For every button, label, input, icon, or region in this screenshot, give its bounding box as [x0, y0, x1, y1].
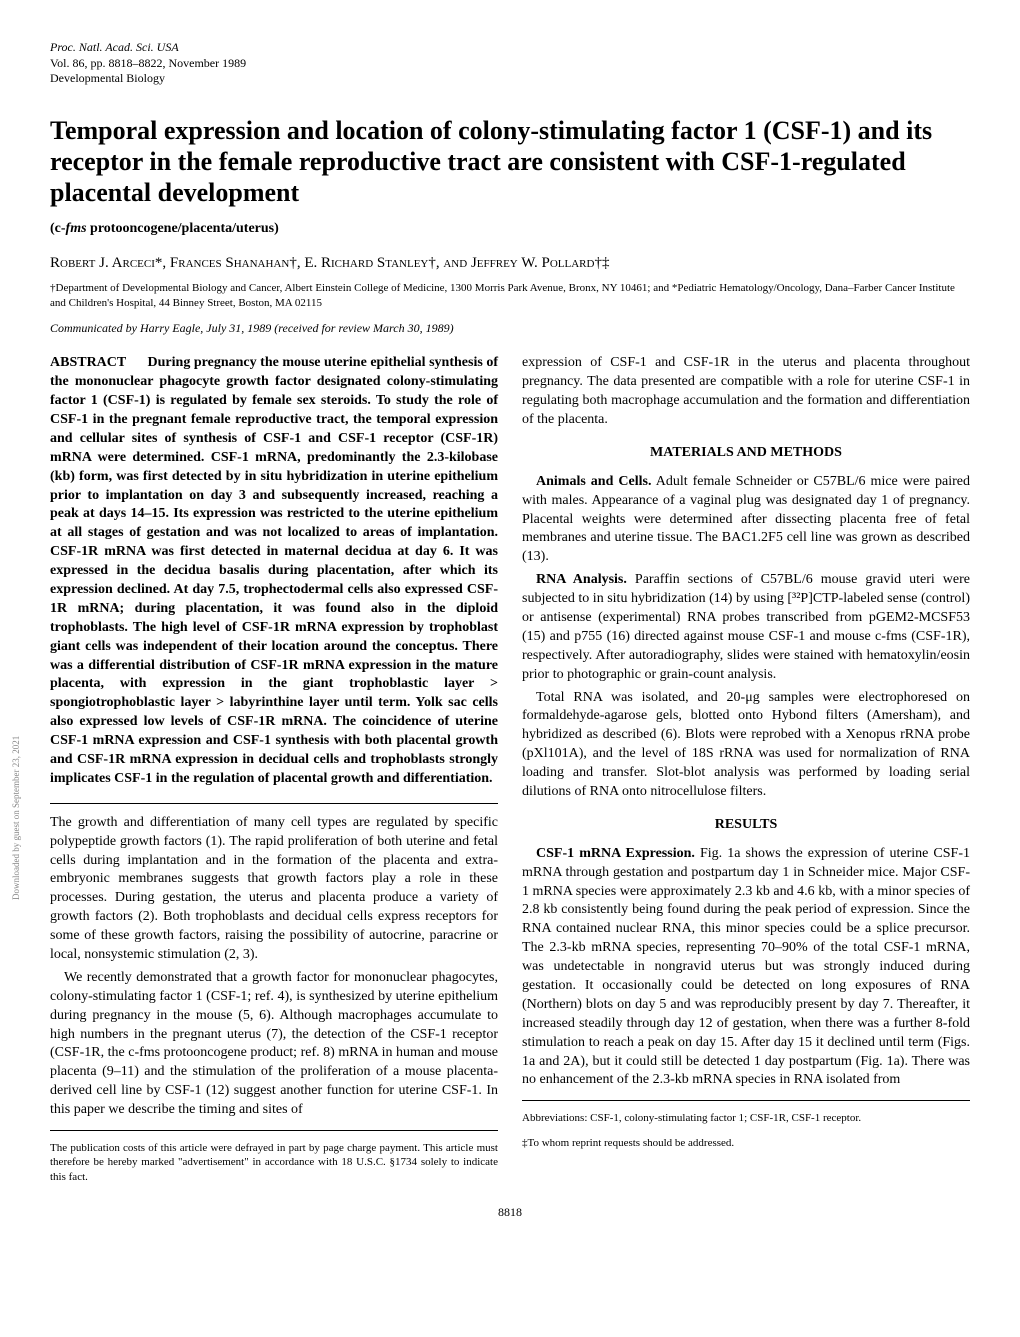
- page-number: 8818: [50, 1204, 970, 1220]
- abstract-text: During pregnancy the mouse uterine epith…: [50, 355, 498, 786]
- methods-heading: MATERIALS AND METHODS: [522, 444, 970, 463]
- methods-p1-label: Animals and Cells.: [536, 474, 651, 489]
- methods-paragraph-1: Animals and Cells. Adult female Schneide…: [522, 473, 970, 567]
- journal-name: Proc. Natl. Acad. Sci. USA: [50, 40, 970, 56]
- communicated-by: Communicated by Harry Eagle, July 31, 19…: [50, 320, 970, 336]
- publication-cost-footnote: The publication costs of this article we…: [50, 1141, 498, 1184]
- journal-section: Developmental Biology: [50, 71, 970, 87]
- abstract-label: ABSTRACT: [50, 355, 126, 370]
- article-title: Temporal expression and location of colo…: [50, 115, 970, 209]
- results-paragraph-1: CSF-1 mRNA Expression. Fig. 1a shows the…: [522, 845, 970, 1091]
- left-column: ABSTRACT During pregnancy the mouse uter…: [50, 354, 498, 1184]
- intro-paragraph-2: We recently demonstrated that a growth f…: [50, 969, 498, 1120]
- journal-header: Proc. Natl. Acad. Sci. USA Vol. 86, pp. …: [50, 40, 970, 87]
- download-watermark: Downloaded by guest on September 23, 202…: [10, 736, 22, 900]
- abbreviations-footnote: Abbreviations: CSF-1, colony-stimulating…: [522, 1111, 970, 1125]
- footnote-separator-right: [522, 1100, 970, 1101]
- abstract-separator: [50, 803, 498, 804]
- results-heading: RESULTS: [522, 816, 970, 835]
- methods-p2-label: RNA Analysis.: [536, 572, 627, 587]
- results-p1-label: CSF-1 mRNA Expression.: [536, 846, 695, 861]
- intro-continued: expression of CSF-1 and CSF-1R in the ut…: [522, 354, 970, 430]
- correspondence-footnote: ‡To whom reprint requests should be addr…: [522, 1136, 970, 1150]
- methods-paragraph-2: RNA Analysis. Paraffin sections of C57BL…: [522, 571, 970, 684]
- results-p1-text: Fig. 1a shows the expression of uterine …: [522, 846, 970, 1088]
- article-subtitle: (c-fms protooncogene/placenta/uterus): [50, 220, 970, 239]
- authors-line: Robert J. Arceci*, Frances Shanahan†, E.…: [50, 253, 970, 273]
- journal-volume: Vol. 86, pp. 8818–8822, November 1989: [50, 56, 970, 72]
- methods-p2-text: Paraffin sections of C57BL/6 mouse gravi…: [522, 572, 970, 681]
- intro-paragraph-1: The growth and differentiation of many c…: [50, 814, 498, 965]
- abstract-block: ABSTRACT During pregnancy the mouse uter…: [50, 354, 498, 788]
- affiliations: †Department of Developmental Biology and…: [50, 281, 970, 310]
- two-column-layout: ABSTRACT During pregnancy the mouse uter…: [50, 354, 970, 1184]
- right-column: expression of CSF-1 and CSF-1R in the ut…: [522, 354, 970, 1184]
- footnote-separator-left: [50, 1130, 498, 1131]
- methods-paragraph-3: Total RNA was isolated, and 20-μg sample…: [522, 689, 970, 802]
